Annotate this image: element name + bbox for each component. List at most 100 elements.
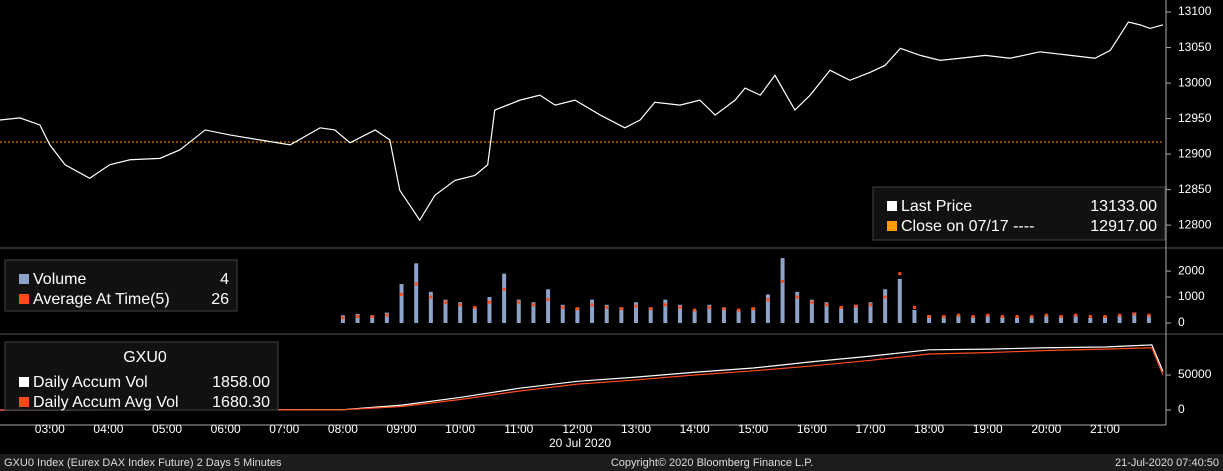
line (0, 21, 1164, 222)
line (0, 344, 1164, 411)
bar (370, 315, 375, 323)
bar (355, 313, 360, 323)
x-tick-label: 16:00 (797, 422, 827, 436)
avg-marker (634, 304, 638, 308)
avg-marker (693, 308, 697, 312)
bar (1117, 315, 1122, 323)
avg-marker (663, 303, 667, 307)
bar (927, 315, 932, 323)
avg-marker (531, 303, 535, 307)
avg-marker (400, 292, 404, 296)
bar (809, 299, 814, 323)
avg-marker (575, 307, 579, 311)
avg-marker (1147, 313, 1151, 317)
bar (414, 263, 419, 323)
bar (971, 316, 976, 323)
x-tick-label: 11:00 (504, 422, 533, 436)
bar (663, 299, 668, 323)
avg-marker (1030, 315, 1034, 319)
legend-swatch (887, 201, 897, 211)
x-axis-label: 20 Jul 2020 (549, 436, 611, 450)
x-tick-label: 13:00 (621, 422, 651, 436)
x-tick-label: 19:00 (973, 422, 1003, 436)
avg-marker (766, 298, 770, 302)
legend-label: Close on 07/17 ---- (901, 218, 1034, 235)
avg-marker (795, 295, 799, 299)
avg-marker (883, 295, 887, 299)
avg-marker (868, 303, 872, 307)
legend-value: 1680.30 (212, 394, 270, 411)
bar (824, 302, 829, 323)
y-tick-label: 12900 (1178, 146, 1212, 160)
legend-value: 4 (220, 271, 229, 288)
x-tick-label: 09:00 (387, 422, 417, 436)
avg-marker (737, 308, 741, 312)
avg-marker (912, 305, 916, 309)
bar (516, 299, 521, 323)
bar (765, 294, 770, 323)
bar (590, 299, 595, 323)
x-tick-label: 04:00 (93, 422, 123, 436)
avg-marker (1088, 315, 1092, 319)
x-tick-label: 05:00 (152, 422, 182, 436)
y-tick-label: 13100 (1178, 4, 1212, 18)
avg-marker (590, 303, 594, 307)
bar (1029, 316, 1034, 323)
bar (853, 304, 858, 323)
avg-marker (429, 295, 433, 299)
bar (1088, 317, 1093, 323)
avg-marker (751, 307, 755, 311)
y-tick-label: 12950 (1178, 111, 1212, 125)
avg-marker (898, 272, 902, 276)
avg-marker (986, 313, 990, 317)
bar (1146, 315, 1151, 323)
bar (1059, 316, 1064, 323)
bar (604, 304, 609, 323)
bar (1044, 315, 1049, 323)
avg-marker (1000, 315, 1004, 319)
avg-marker (942, 315, 946, 319)
avg-marker (458, 303, 462, 307)
x-tick-label: 18:00 (914, 422, 944, 436)
legend-label: Volume (33, 271, 86, 288)
x-tick-label: 15:00 (738, 422, 768, 436)
avg-marker (927, 315, 931, 319)
avg-marker (649, 307, 653, 311)
legend-value: 13133.00 (1090, 198, 1157, 215)
legend-value: 1858.00 (212, 374, 270, 391)
bar (1015, 317, 1020, 323)
avg-marker (502, 287, 506, 291)
x-tick-label: 07:00 (269, 422, 299, 436)
bar (560, 304, 565, 323)
x-tick-label: 10:00 (445, 422, 475, 436)
footer-left: GXU0 Index (Eurex DAX Index Future) 2 Da… (4, 457, 282, 469)
y-tick-label: 0 (1178, 315, 1185, 329)
legend-label: Daily Accum Avg Vol (33, 394, 179, 411)
bar (1000, 316, 1005, 323)
avg-marker (810, 300, 814, 304)
legend-box (4, 341, 279, 411)
bar (531, 302, 536, 323)
bar (458, 302, 463, 323)
avg-marker (356, 315, 360, 319)
x-tick-label: 21:00 (1090, 422, 1120, 436)
footer-center: Copyright© 2020 Bloomberg Finance L.P. (611, 457, 813, 469)
y-tick-label: 12850 (1178, 182, 1212, 196)
avg-marker (473, 305, 477, 309)
avg-marker (854, 304, 858, 308)
bar (912, 310, 917, 323)
bar (575, 307, 580, 323)
avg-marker (487, 300, 491, 304)
legend-swatch (19, 274, 29, 284)
bar (883, 289, 888, 323)
bar (721, 307, 726, 323)
bar (472, 307, 477, 323)
avg-marker (781, 279, 785, 283)
bar (648, 307, 653, 323)
bar (428, 291, 433, 323)
avg-marker (678, 305, 682, 309)
x-tick-label: 12:00 (562, 422, 592, 436)
avg-marker (1044, 313, 1048, 317)
avg-marker (1103, 315, 1107, 319)
